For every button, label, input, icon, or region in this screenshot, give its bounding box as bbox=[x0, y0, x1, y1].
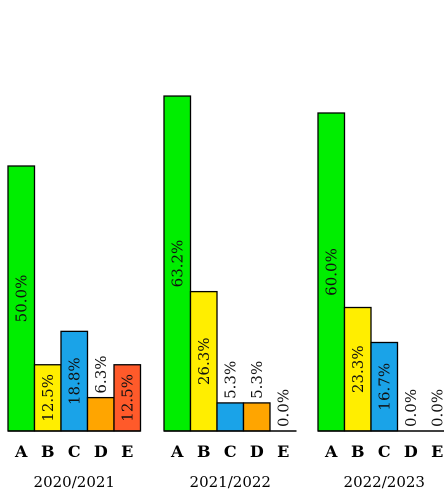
category-label: C bbox=[378, 442, 391, 461]
category-label: C bbox=[68, 442, 81, 461]
bar-2020-2021-E bbox=[113, 364, 142, 432]
category-label: D bbox=[94, 442, 108, 461]
bar-2020-2021-A bbox=[7, 165, 36, 432]
value-label: 12.5% bbox=[39, 374, 57, 422]
category-label: B bbox=[351, 442, 365, 461]
bar-2021-2022-C bbox=[216, 402, 245, 432]
bar-2021-2022-A bbox=[163, 95, 192, 432]
category-label: A bbox=[14, 442, 28, 461]
bar-2021-2022-D bbox=[242, 402, 271, 432]
season-label: 2020/2021 bbox=[34, 473, 115, 491]
value-label: 6.3% bbox=[92, 356, 110, 394]
bar-2021-2022-B bbox=[189, 290, 218, 432]
bar-2020-2021-D bbox=[86, 396, 115, 432]
category-label: E bbox=[431, 442, 443, 461]
category-label: E bbox=[277, 442, 289, 461]
category-label: B bbox=[197, 442, 211, 461]
value-label: 12.5% bbox=[118, 374, 136, 422]
value-label: 5.3% bbox=[248, 361, 266, 399]
category-label: D bbox=[250, 442, 264, 461]
value-label: 0.0% bbox=[274, 389, 292, 427]
value-label: 60.0% bbox=[322, 248, 340, 296]
value-label: 16.7% bbox=[375, 363, 393, 411]
value-label: 18.8% bbox=[65, 357, 83, 405]
chart-group-1: 50.0% A 12.5% B 18.8% C 6.3% D 12.5% E 2020/2021 bbox=[7, 165, 142, 491]
value-label: 23.3% bbox=[349, 345, 367, 393]
bar-2022-2023-A bbox=[317, 112, 346, 432]
category-label: C bbox=[224, 442, 237, 461]
value-label: 63.2% bbox=[168, 240, 186, 288]
season-label: 2021/2022 bbox=[190, 473, 271, 491]
value-label: 26.3% bbox=[195, 337, 213, 385]
chart-group-3: 60.0% A 23.3% B 16.7% C 0.0% D 0.0% E 2022/2023 bbox=[317, 112, 444, 491]
category-label: E bbox=[121, 442, 133, 461]
chart-group-2: 63.2% A 26.3% B 5.3% C 5.3% D 0.0% E 2021/2022 bbox=[163, 95, 297, 491]
value-label: 0.0% bbox=[402, 389, 420, 427]
category-label: B bbox=[41, 442, 55, 461]
value-label: 5.3% bbox=[221, 361, 239, 399]
season-label: 2022/2023 bbox=[344, 473, 425, 491]
category-label: A bbox=[170, 442, 184, 461]
value-label: 50.0% bbox=[12, 275, 30, 323]
value-label: 0.0% bbox=[428, 389, 444, 427]
category-label: A bbox=[324, 442, 338, 461]
category-label: D bbox=[404, 442, 418, 461]
